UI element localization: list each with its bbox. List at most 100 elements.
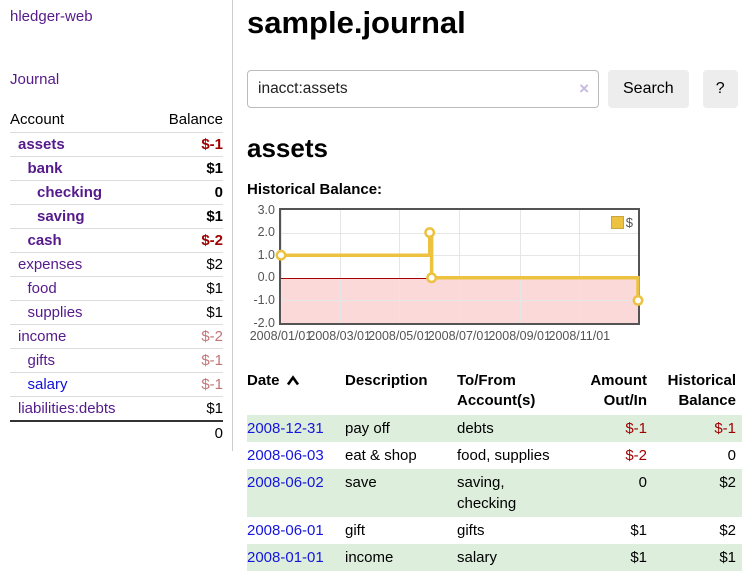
account-column-header: Account	[10, 111, 65, 128]
vertical-gridline	[399, 210, 401, 323]
transaction-accounts: gifts	[457, 522, 485, 539]
transaction-row: 2008-06-02 save saving, checking 0 $2	[247, 469, 742, 517]
account-row: cash $-2	[10, 228, 223, 252]
sidebar-item-journal[interactable]: Journal	[10, 71, 60, 88]
y-axis-tick-label: 0.0	[257, 270, 275, 285]
account-balance: $2	[206, 256, 223, 273]
page-title: sample.journal	[247, 5, 466, 40]
y-axis-tick-label: 2.0	[257, 225, 275, 240]
account-balance: $-1	[201, 136, 223, 153]
account-row: income $-2	[10, 324, 223, 348]
account-row: liabilities:debts $1	[10, 396, 223, 420]
vertical-gridline	[281, 210, 282, 323]
account-total-value: 0	[214, 425, 223, 442]
transaction-date-link[interactable]: 2008-06-02	[247, 474, 324, 491]
help-button[interactable]: ?	[702, 70, 738, 108]
vertical-gridline	[459, 210, 460, 323]
x-axis-tick-label: 2008/01/01	[249, 329, 313, 343]
column-header-balance: Historical Balance	[667, 372, 736, 409]
account-link[interactable]: salary	[27, 376, 68, 393]
account-link[interactable]: saving	[37, 208, 85, 225]
search-input[interactable]	[247, 70, 599, 108]
data-point-marker	[424, 227, 436, 239]
transaction-balance: $2	[719, 474, 736, 491]
transaction-row: 2008-06-03 eat & shop food, supplies $-2 0	[247, 442, 742, 469]
account-balance: $-2	[201, 232, 223, 249]
transaction-amount: $-2	[625, 447, 647, 464]
account-link[interactable]: income	[18, 328, 67, 345]
brand-link[interactable]: hledger-web	[10, 8, 93, 25]
sort-ascending-icon	[286, 375, 299, 386]
account-balance: $-2	[201, 328, 223, 345]
transaction-accounts: food, supplies	[457, 447, 550, 464]
vertical-gridline	[579, 210, 581, 323]
transaction-description: income	[345, 549, 394, 566]
search-input-wrap: ×	[247, 70, 599, 108]
transaction-date-link[interactable]: 2008-12-31	[247, 420, 324, 437]
transaction-date-link[interactable]: 2008-06-03	[247, 447, 324, 464]
clear-search-icon[interactable]: ×	[579, 79, 589, 99]
vertical-gridline	[519, 210, 521, 323]
balance-line-series	[275, 227, 644, 306]
account-link[interactable]: gifts	[27, 352, 56, 369]
account-balance: $-1	[201, 352, 223, 369]
account-balance: $1	[206, 280, 223, 297]
account-page-title: assets	[247, 133, 328, 163]
account-row: saving $1	[10, 204, 223, 228]
y-axis-tick-label: -2.0	[253, 315, 275, 330]
transaction-amount: $1	[630, 549, 647, 566]
column-header-date[interactable]: Date	[247, 369, 345, 415]
transaction-description: gift	[345, 522, 366, 539]
search-button[interactable]: Search	[608, 70, 689, 108]
column-header-accounts: To/From Account(s)	[457, 372, 536, 409]
column-header-amount: Amount Out/In	[590, 372, 647, 409]
account-link[interactable]: bank	[27, 160, 63, 177]
account-row: salary $-1	[10, 372, 223, 396]
account-table-header: Account Balance	[10, 108, 223, 132]
x-axis-tick-label: 2008/03/01	[308, 329, 371, 343]
transaction-balance: $1	[719, 549, 736, 566]
account-link[interactable]: assets	[18, 136, 65, 153]
legend-label: $	[625, 215, 633, 230]
account-link[interactable]: food	[27, 280, 57, 297]
horizontal-gridline	[281, 255, 638, 257]
transaction-date-link[interactable]: 2008-06-01	[247, 522, 324, 539]
x-axis-tick-label: 2008/09/01	[488, 329, 551, 343]
y-axis-tick-label: 1.0	[257, 247, 275, 262]
account-link[interactable]: liabilities:debts	[18, 400, 116, 417]
account-link[interactable]: supplies	[27, 304, 83, 321]
account-row: supplies $1	[10, 300, 223, 324]
transaction-accounts: salary	[457, 549, 498, 566]
data-point-marker	[275, 249, 287, 261]
x-axis-tick-label: 2008/11/01	[548, 329, 611, 343]
horizontal-gridline	[281, 300, 638, 302]
account-tree: assets $-1 bank $1 checking 0 saving $1 cash $-2 e…	[10, 132, 223, 420]
transaction-row: 2008-12-31 pay off debts $-1 $-1	[247, 415, 742, 442]
chart-plot-area: $	[275, 208, 644, 325]
account-link[interactable]: cash	[27, 232, 62, 249]
x-axis-tick-label: 2008/05/01	[368, 329, 431, 343]
account-balance: $1	[206, 160, 223, 177]
account-row: food $1	[10, 276, 223, 300]
account-row: bank $1	[10, 156, 223, 180]
account-row: checking 0	[10, 180, 223, 204]
column-header-description: Description	[345, 372, 428, 389]
y-axis-tick-label: 3.0	[257, 202, 275, 217]
horizontal-gridline	[281, 232, 638, 234]
data-point-marker	[426, 272, 438, 284]
transaction-balance: $2	[719, 522, 736, 539]
historical-balance-chart: $ 3.0 2.0 1.0 0.0 -1.0 -2.0 2008/01/01 2008/03/…	[247, 203, 647, 347]
account-balance: $1	[206, 208, 223, 225]
transaction-balance: $-1	[714, 420, 736, 437]
account-balance: 0	[214, 184, 223, 201]
account-link[interactable]: checking	[37, 184, 103, 201]
transaction-amount: 0	[638, 474, 647, 491]
transaction-accounts: saving, checking	[457, 474, 517, 512]
transaction-description: save	[345, 474, 377, 491]
transaction-date-link[interactable]: 2008-01-01	[247, 549, 324, 566]
balance-column-header: Balance	[168, 111, 223, 128]
transaction-amount: $-1	[625, 420, 647, 437]
account-balance-table: Account Balance assets $-1 bank $1 checking 0…	[10, 108, 223, 445]
account-link[interactable]: expenses	[18, 256, 83, 273]
account-row: expenses $2	[10, 252, 223, 276]
